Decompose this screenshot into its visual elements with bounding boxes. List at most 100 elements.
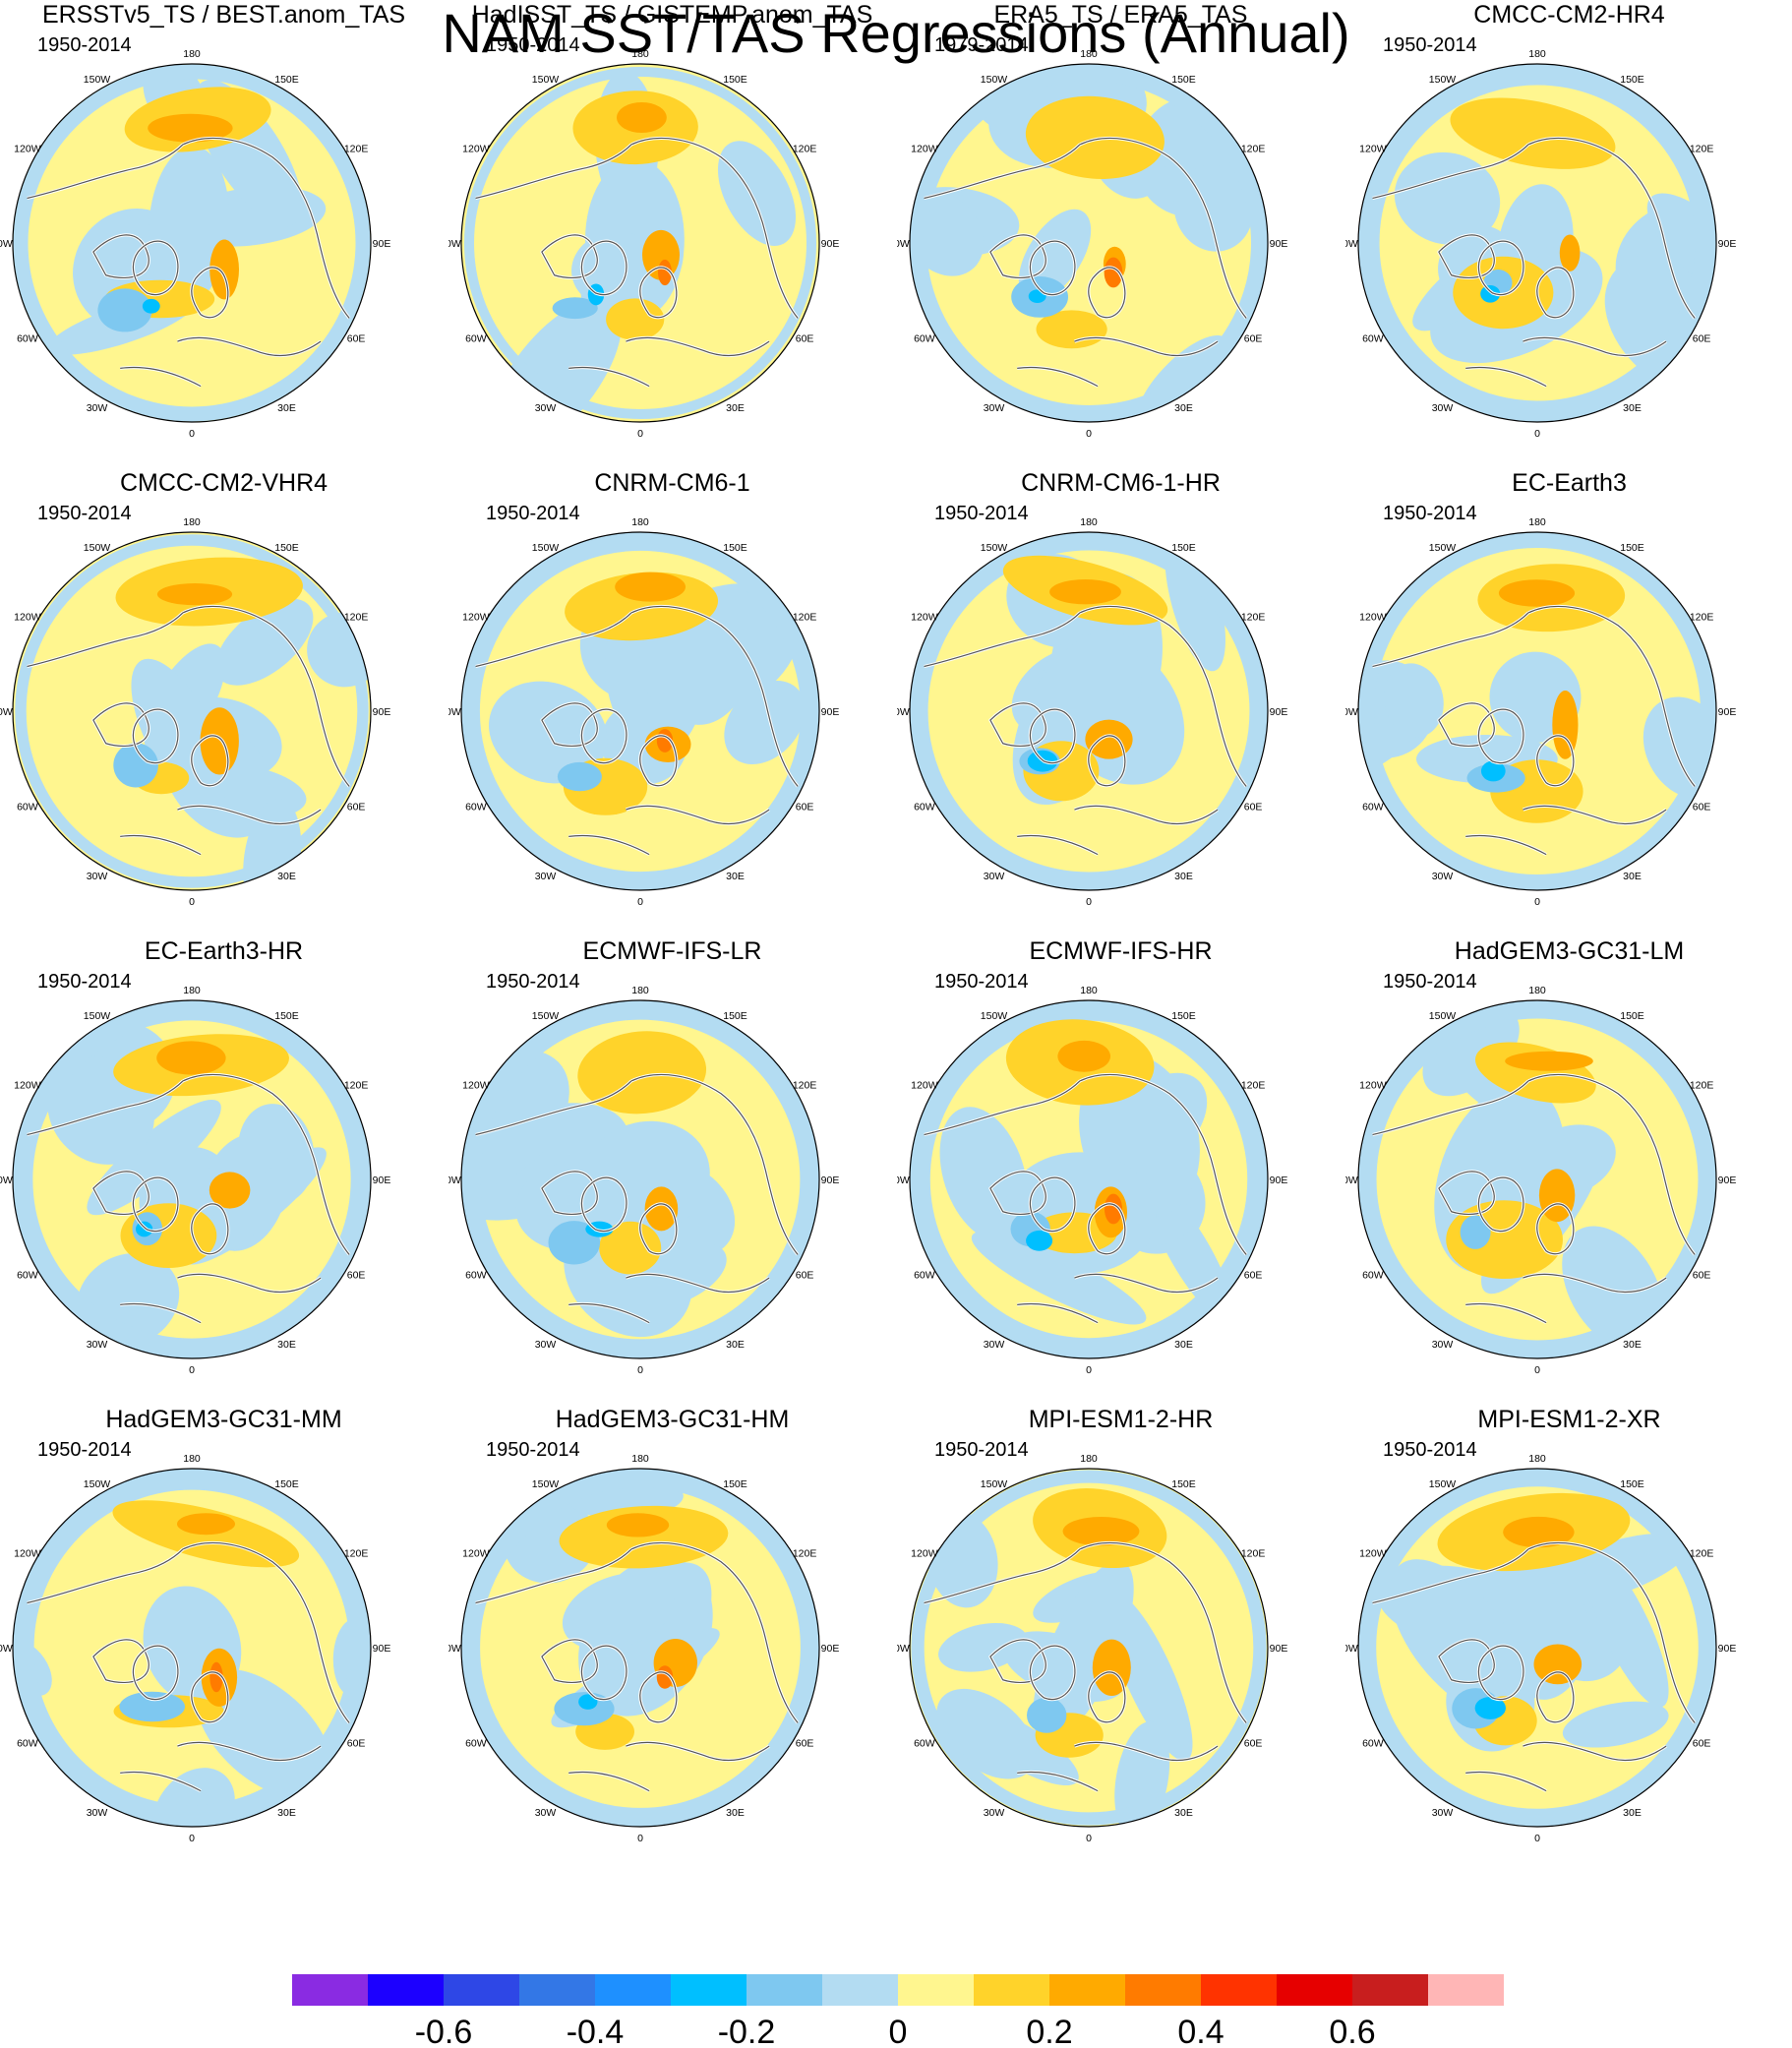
longitude-label: 120E xyxy=(1690,612,1714,624)
panel-period: 1950-2014 xyxy=(37,971,132,993)
colorbar-swatch xyxy=(898,1974,974,2006)
longitude-label: 180 xyxy=(631,516,649,528)
longitude-label: 0 xyxy=(1086,428,1092,440)
longitude-label: 90W xyxy=(897,1175,910,1186)
colorbar-swatch xyxy=(595,1974,671,2006)
longitude-label: 90E xyxy=(1270,706,1288,718)
panel-title: HadGEM3-GC31-LM xyxy=(1454,937,1685,965)
polar-map: 180 150E 120E 90E 60E 30E 0 30W 60W 90W 120W 150W xyxy=(897,1453,1287,1844)
map-panel: ERA5_TS / ERA5_TAS 1979-2014 180 150E 120E… xyxy=(897,0,1344,467)
polar-map: 180 150E 120E 90E 60E 30E 0 30W 60W 90W 120W 150W xyxy=(0,1453,391,1844)
longitude-label: 30W xyxy=(984,1807,1005,1819)
longitude-label: 60E xyxy=(1244,1738,1263,1750)
longitude-label: 60E xyxy=(1244,1270,1263,1282)
map-panel: ERSSTv5_TS / BEST.anom_TAS 1950-2014 180… xyxy=(0,0,448,467)
polar-map: 180 150E 120E 90E 60E 30E 0 30W 60W 90W 120W 150W xyxy=(0,48,390,440)
longitude-label: 150E xyxy=(1620,1010,1644,1022)
longitude-label: 60E xyxy=(347,333,366,345)
polar-map: 180 150E 120E 90E 60E 30E 0 30W 60W 90W 120W 150W xyxy=(448,48,839,440)
longitude-label: 120E xyxy=(1690,144,1714,155)
longitude-label: 120W xyxy=(462,144,490,155)
colorbar-swatch xyxy=(1201,1974,1277,2006)
map-panel: EC-Earth3-HR 1950-2014 180 150E 120E 90E 60E… xyxy=(0,936,448,1404)
longitude-label: 180 xyxy=(183,516,201,528)
longitude-label: 150W xyxy=(1429,1478,1457,1490)
polar-map: 180 150E 120E 90E 60E 30E 0 30W 60W 90W 120W 150W xyxy=(448,985,839,1376)
polar-map: 180 150E 120E 90E 60E 30E 0 30W 60W 90W 120W 150W xyxy=(0,516,390,908)
longitude-label: 150E xyxy=(1620,542,1644,554)
longitude-label: 30W xyxy=(87,402,108,414)
map-panel: CMCC-CM2-HR4 1950-2014 180 150E 120E 90E 60E… xyxy=(1345,0,1792,467)
polar-map: 180 150E 120E 90E 60E 30E 0 30W 60W 90W 120W 150W xyxy=(1345,985,1736,1376)
colorbar-swatch xyxy=(519,1974,595,2006)
colorbar-swatch xyxy=(292,1974,368,2006)
longitude-label: 150W xyxy=(84,542,111,554)
figure-title: NAM SST/TAS Regressions (Annual) xyxy=(442,2,1350,64)
longitude-label: 150W xyxy=(84,1010,111,1022)
colorbar-label: 0.6 xyxy=(1329,2014,1375,2048)
longitude-label: 60E xyxy=(796,802,814,813)
panel-period: 1950-2014 xyxy=(37,34,132,56)
longitude-label: 60E xyxy=(1693,1270,1711,1282)
panel-title: ECMWF-IFS-HR xyxy=(1029,937,1213,965)
longitude-label: 150W xyxy=(532,74,560,86)
panel-title: MPI-ESM1-2-HR xyxy=(1028,1406,1214,1433)
longitude-label: 30E xyxy=(726,1807,745,1819)
colorbar-swatch xyxy=(368,1974,444,2006)
longitude-label: 30W xyxy=(87,871,108,882)
longitude-label: 90E xyxy=(1718,706,1737,718)
longitude-label: 120W xyxy=(1359,1080,1387,1092)
longitude-label: 60W xyxy=(1362,1738,1384,1750)
longitude-label: 60W xyxy=(17,802,38,813)
panel-period: 1950-2014 xyxy=(934,503,1029,524)
longitude-label: 60W xyxy=(1362,333,1384,345)
longitude-label: 120W xyxy=(911,612,938,624)
map-panel: CMCC-CM2-VHR4 1950-2014 180 150E 120E 90E 60… xyxy=(0,468,448,935)
polar-map: 180 150E 120E 90E 60E 30E 0 30W 60W 90W 120W 150W xyxy=(1345,516,1737,908)
longitude-label: 150W xyxy=(981,1010,1008,1022)
longitude-label: 0 xyxy=(1086,1833,1092,1844)
longitude-label: 120E xyxy=(1241,612,1266,624)
panel-period: 1979-2014 xyxy=(934,34,1029,56)
longitude-label: 60E xyxy=(1693,333,1711,345)
map-panel: CNRM-CM6-1 1950-2014 180 150E 120E 90E 60E 30… xyxy=(448,468,896,935)
longitude-label: 60W xyxy=(17,1270,38,1282)
longitude-label: 30E xyxy=(1623,1807,1642,1819)
longitude-label: 180 xyxy=(1528,1453,1546,1465)
longitude-label: 90E xyxy=(1718,1643,1737,1655)
longitude-label: 90E xyxy=(1270,1175,1288,1186)
longitude-label: 90E xyxy=(1718,238,1737,250)
longitude-label: 60E xyxy=(347,802,366,813)
polar-map: 180 150E 120E 90E 60E 30E 0 30W 60W 90W 120W 150W xyxy=(448,516,839,908)
longitude-label: 90E xyxy=(373,1643,391,1655)
longitude-label: 30W xyxy=(984,1339,1005,1351)
polar-map: 180 150E 120E 90E 60E 30E 0 30W 60W 90W 120W 150W xyxy=(897,516,1288,908)
panel-title: HadGEM3-GC31-MM xyxy=(105,1406,342,1433)
colorbar-swatch xyxy=(747,1974,822,2006)
longitude-label: 0 xyxy=(1534,428,1540,440)
longitude-label: 180 xyxy=(1080,516,1098,528)
longitude-label: 180 xyxy=(1528,516,1546,528)
colorbar-label: -0.2 xyxy=(718,2014,776,2048)
longitude-label: 120W xyxy=(1359,144,1387,155)
longitude-label: 30E xyxy=(277,1807,296,1819)
longitude-label: 120E xyxy=(793,612,817,624)
longitude-label: 180 xyxy=(1080,48,1098,60)
longitude-label: 30E xyxy=(1174,402,1193,414)
longitude-label: 30W xyxy=(535,402,557,414)
longitude-label: 120E xyxy=(344,1080,369,1092)
map-panel: HadISST_TS / GISTEMP.anom_TAS 1950-2014 … xyxy=(448,0,896,467)
longitude-label: 150E xyxy=(1620,1478,1644,1490)
longitude-label: 120W xyxy=(911,1080,938,1092)
longitude-label: 150W xyxy=(532,542,560,554)
panel-title: HadISST_TS / GISTEMP.anom_TAS xyxy=(471,1,873,29)
longitude-label: 120E xyxy=(344,612,369,624)
panel-period: 1950-2014 xyxy=(486,1439,580,1461)
panel-title: ECMWF-IFS-LR xyxy=(582,937,762,965)
longitude-label: 30E xyxy=(1623,871,1642,882)
longitude-label: 0 xyxy=(637,896,643,908)
longitude-label: 120E xyxy=(793,1080,817,1092)
longitude-label: 30E xyxy=(1623,402,1642,414)
longitude-label: 120E xyxy=(344,144,369,155)
